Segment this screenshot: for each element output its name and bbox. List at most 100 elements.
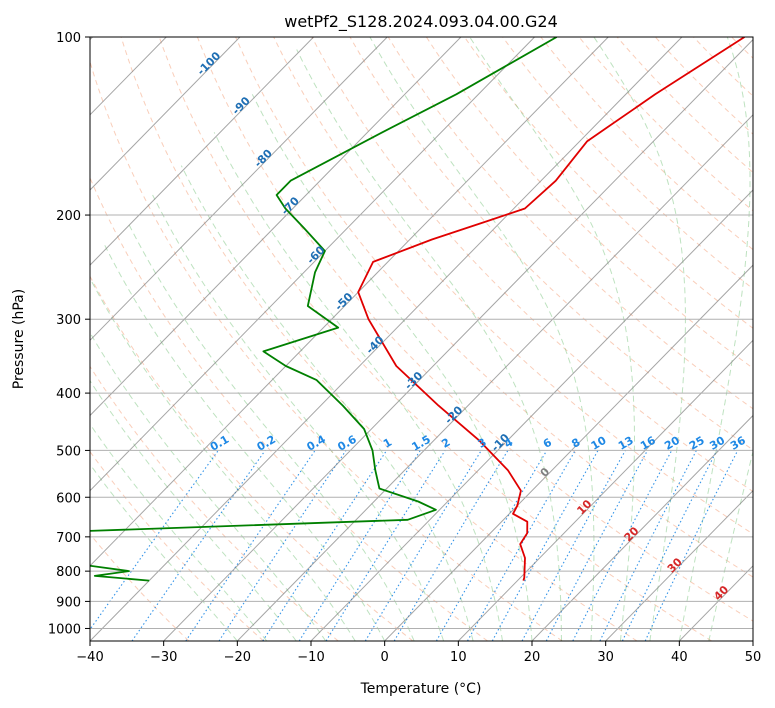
moist-adiabat	[251, 94, 533, 641]
mixing-ratio-line	[572, 450, 673, 641]
moist-adiabat	[369, 37, 595, 641]
mixing-ratio-label: 25	[687, 434, 707, 453]
isotherm	[90, 37, 388, 342]
x-tick-label: 0	[381, 650, 389, 665]
mixing-ratio-label: 1	[381, 436, 394, 451]
dry-adiabat	[693, 37, 753, 97]
moist-adiabat	[469, 37, 635, 641]
mixing-ratio-line	[393, 450, 509, 641]
dry-adiabat	[158, 37, 712, 641]
dry-adiabat	[120, 37, 638, 641]
temperature-profile	[357, 37, 745, 581]
background-lines	[90, 37, 753, 641]
isotherm	[90, 37, 535, 492]
isotherm	[90, 37, 683, 641]
mixing-ratio-line	[644, 450, 739, 641]
chart-title: wetPf2_S128.2024.093.04.00.G24	[284, 12, 558, 32]
isotherm	[163, 38, 753, 641]
mixing-ratio-line	[435, 450, 548, 641]
x-tick-label: 20	[524, 650, 541, 665]
moist-adiabat	[90, 277, 356, 641]
profile-series	[90, 37, 745, 582]
isotherm-label: -30	[402, 369, 425, 392]
y-tick-label: 700	[56, 531, 81, 546]
dry-adiabat	[90, 275, 414, 641]
isotherm-label: -100	[195, 49, 224, 78]
mixing-ratio-label: 6	[541, 436, 554, 451]
moist-adiabat	[678, 37, 751, 641]
y-tick-label: 300	[56, 313, 81, 328]
moist-adiabat	[90, 379, 297, 641]
mixing-ratio-line	[218, 450, 347, 641]
moist-adiabat	[152, 194, 445, 641]
isotherm	[384, 264, 753, 641]
y-tick-label: 800	[56, 565, 81, 580]
dry-adiabat	[196, 37, 753, 622]
isotherm-label: -80	[252, 147, 275, 170]
mixing-ratio-line	[599, 450, 697, 641]
dry-adiabat	[90, 176, 488, 641]
moist-adiabat	[90, 423, 268, 641]
isotherm	[90, 37, 462, 417]
moist-adiabat	[593, 37, 686, 641]
x-axis: −40 −30 −20 −10 0 10 20 30 40 50	[76, 641, 761, 665]
isotherm-label: -50	[332, 290, 355, 313]
y-tick-label: 400	[56, 387, 81, 402]
dry-adiabat	[90, 533, 190, 641]
mixing-ratio-label: 4	[502, 436, 515, 451]
mixing-ratio-line	[325, 450, 446, 641]
isotherm	[236, 114, 753, 641]
mixing-ratio-label: 20	[662, 434, 682, 453]
y-axis: 100 200 300 400 500 600 700 800 900 1000	[48, 31, 90, 637]
x-tick-label: −40	[76, 650, 103, 665]
moist-adiabat	[104, 245, 386, 641]
mixing-ratio-line	[90, 450, 219, 631]
x-tick-label: 50	[745, 650, 762, 665]
dry-adiabat	[502, 37, 753, 290]
isotherm	[678, 565, 753, 641]
mixing-ratio-line	[621, 450, 718, 641]
moist-adiabat	[90, 331, 327, 641]
dry-adiabat	[235, 37, 753, 578]
plot-frame	[89, 36, 754, 642]
mixing-ratio-label: 13	[616, 434, 636, 453]
isotherm	[457, 339, 753, 641]
isotherm	[90, 37, 609, 567]
grid	[90, 37, 753, 629]
isotherm	[605, 489, 753, 641]
isotherm	[310, 189, 753, 641]
line-annotations: -100-90-80-70-60-50-40-30-20-100.1 0.2 0.4…	[195, 49, 749, 603]
moist-adiabat-label: 40	[711, 583, 731, 603]
dry-adiabat	[654, 37, 753, 135]
isotherm	[90, 37, 241, 191]
moist-adiabat-label: 20	[622, 524, 642, 544]
mixing-ratio-line	[491, 450, 599, 641]
y-tick-label: 600	[56, 491, 81, 506]
x-axis-label: Temperature (°C)	[360, 681, 482, 697]
dry-adiabat	[616, 37, 753, 174]
moist-adiabat	[126, 221, 415, 641]
moist-adiabat-label: 10	[574, 497, 594, 517]
dry-adiabat	[425, 37, 753, 369]
mixing-ratio-line	[131, 450, 266, 641]
dewpoint-profile	[90, 37, 558, 582]
y-tick-label: 500	[56, 444, 81, 459]
moist-adiabat-label: 30	[665, 555, 685, 575]
mixing-ratio-line	[364, 450, 482, 641]
mixing-ratio-label: 8	[569, 436, 582, 451]
x-tick-label: −30	[150, 650, 177, 665]
x-tick-label: −20	[224, 650, 251, 665]
y-tick-label: 900	[56, 595, 81, 610]
x-tick-label: 30	[597, 650, 614, 665]
y-tick-label: 100	[56, 31, 81, 46]
dry-adiabat	[540, 37, 753, 251]
moist-adiabat	[90, 463, 238, 641]
isotherm	[90, 37, 314, 266]
mixing-ratio-label: 30	[707, 434, 727, 453]
y-tick-label: 200	[56, 209, 81, 224]
x-tick-label: −10	[297, 650, 324, 665]
isotherm	[752, 640, 753, 641]
mixing-ratio-line	[521, 450, 626, 641]
moist-adiabat	[296, 49, 562, 641]
